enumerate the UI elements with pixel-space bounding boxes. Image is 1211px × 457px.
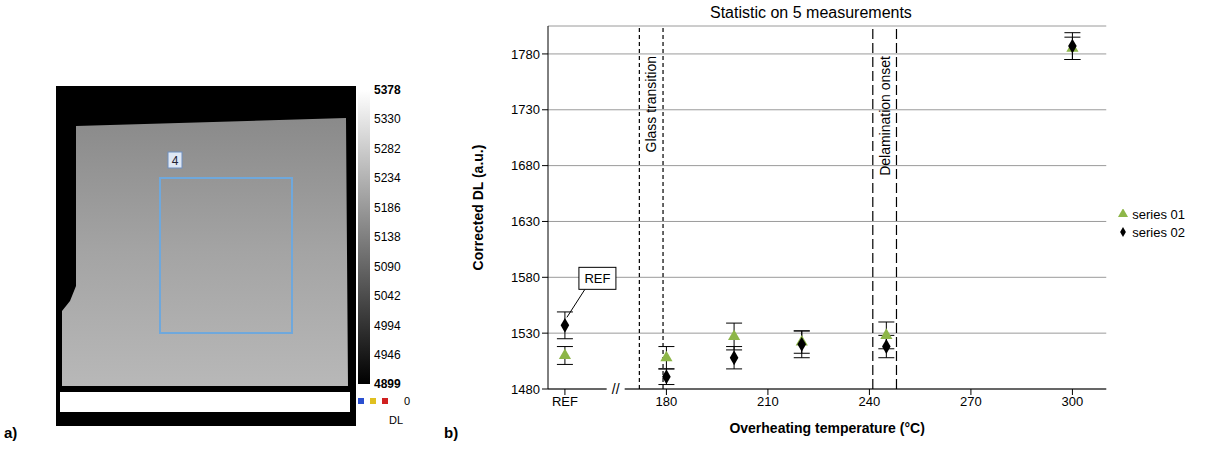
svg-text:REF: REF	[552, 394, 578, 409]
html-text:a): a)	[4, 424, 18, 441]
svg-text:5090: 5090	[374, 260, 401, 274]
svg-text:1580: 1580	[511, 270, 540, 285]
svg-text:Statistic on 5 measurements: Statistic on 5 measurements	[710, 4, 912, 21]
html-text:series 02: series 02	[1132, 224, 1185, 240]
svg-text:5234: 5234	[374, 171, 401, 185]
svg-text:5282: 5282	[374, 142, 401, 156]
svg-text:0: 0	[404, 395, 410, 407]
svg-text:270: 270	[960, 394, 982, 409]
svg-text:Glass transition: Glass transition	[643, 56, 659, 152]
svg-text:1630: 1630	[511, 214, 540, 229]
svg-text:4994: 4994	[374, 319, 401, 333]
svg-text:5042: 5042	[374, 289, 401, 303]
html-text:series 01: series 01	[1132, 206, 1185, 222]
svg-text:5330: 5330	[374, 112, 401, 126]
svg-text:5378: 5378	[374, 84, 401, 97]
svg-text:DL: DL	[389, 414, 403, 426]
svg-text:4946: 4946	[374, 348, 401, 362]
html-text:b): b)	[444, 424, 459, 441]
svg-text:5186: 5186	[374, 201, 401, 215]
svg-text:300: 300	[1062, 394, 1084, 409]
svg-text:4: 4	[172, 154, 179, 168]
svg-text:1780: 1780	[511, 47, 540, 62]
svg-text:REF: REF	[584, 271, 610, 286]
svg-text://: //	[612, 381, 620, 397]
svg-text:240: 240	[859, 394, 881, 409]
svg-text:1530: 1530	[511, 326, 540, 341]
svg-text:180: 180	[656, 394, 678, 409]
svg-text:210: 210	[757, 394, 779, 409]
svg-text:4899: 4899	[374, 377, 401, 391]
svg-text:Overheating temperature (°C): Overheating temperature (°C)	[729, 420, 924, 436]
svg-text:1680: 1680	[511, 158, 540, 173]
svg-text:1480: 1480	[511, 382, 540, 397]
svg-text:1730: 1730	[511, 102, 540, 117]
svg-text:Corrected DL (a.u.): Corrected DL (a.u.)	[470, 145, 486, 271]
svg-text:Delamination onset: Delamination onset	[877, 56, 893, 176]
svg-text:5138: 5138	[374, 230, 401, 244]
